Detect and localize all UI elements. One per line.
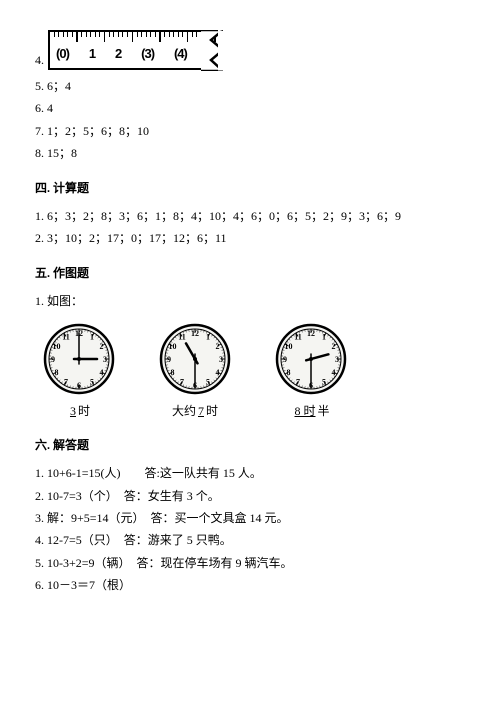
clock-label-1: 3时 [68,401,90,421]
svg-text:3: 3 [103,355,107,364]
svg-text:11: 11 [294,332,302,341]
sec6-line-1: 1. 10+6-1=15(人) 答:这一队共有 15 人。 [35,463,465,483]
clock-3: 1212345678910118 时半 [267,320,355,421]
clock-face-3: 121234567891011 [272,320,350,398]
svg-text:2: 2 [216,342,220,351]
svg-text:10: 10 [168,342,176,351]
section4-answers: 1. 6；3；2；8；3；6；1；8；4；10；4；6；0；6；5；2；9；3；… [35,206,465,249]
svg-text:11: 11 [178,332,186,341]
section3-remaining-answers: 5. 6；46. 4 7. 1；2；5；6；8；108. 15；8 [35,76,465,164]
section5-title: 五. 作图题 [35,263,465,283]
clock-face-1: 121234567891011 [40,320,118,398]
svg-text:3: 3 [335,355,339,364]
sec4-line-2: 2. 3；10；2；17；0；17；12；6；11 [35,228,465,248]
sec6-line-4: 4. 12-7=5（只） 答：游来了 5 只鸭。 [35,530,465,550]
section6-title: 六. 解答题 [35,435,465,455]
svg-text:8: 8 [54,368,58,377]
svg-text:10: 10 [284,342,292,351]
ruler-body: 012345 [48,30,220,70]
svg-text:10: 10 [52,342,60,351]
svg-text:5: 5 [206,377,210,386]
svg-text:11: 11 [62,332,70,341]
ruler-figure: 4. 012345 [35,30,465,70]
svg-text:1: 1 [90,332,94,341]
ruler-label-4: 4 [174,43,188,65]
svg-text:3: 3 [219,355,223,364]
sec3-line-1: 5. 6；4 [35,76,465,96]
svg-text:8: 8 [286,368,290,377]
svg-text:9: 9 [167,355,171,364]
svg-text:12: 12 [307,329,315,338]
sec6-line-6: 6. 10－3＝7（根） [35,575,465,595]
svg-text:9: 9 [283,355,287,364]
svg-text:7: 7 [64,377,68,386]
clock-1: 1212345678910113时 [35,320,123,421]
svg-text:7: 7 [180,377,184,386]
svg-text:2: 2 [332,342,336,351]
svg-text:8: 8 [170,368,174,377]
ruler-label-0: 0 [56,43,70,65]
svg-text:9: 9 [51,355,55,364]
sec6-line-5: 5. 10-3+2=9（辆） 答：现在停车场有 9 辆汽车。 [35,553,465,573]
section5-intro: 1. 如图： [35,291,465,311]
svg-text:4: 4 [216,368,220,377]
ruler-labels: 012345 [56,43,214,65]
sec6-line-3: 3. 解：9+5=14（元） 答：买一个文具盒 14 元。 [35,508,465,528]
svg-text:5: 5 [322,377,326,386]
clock-label-2: 大约7时 [172,401,218,421]
sec6-line-2: 2. 10-7=3（个） 答：女生有 3 个。 [35,486,465,506]
svg-text:7: 7 [296,377,300,386]
section6-answers: 1. 10+6-1=15(人) 答:这一队共有 15 人。 2. 10-7=3（个… [35,463,465,595]
svg-text:12: 12 [191,329,199,338]
clock-face-2: 121234567891011 [156,320,234,398]
svg-text:1: 1 [206,332,210,341]
sec3-line-2: 6. 4 [35,98,465,118]
svg-text:5: 5 [90,377,94,386]
clock-label-3: 8 时半 [292,401,329,421]
ruler-ticks [50,32,220,43]
ruler-label-2: 2 [115,43,122,65]
ruler-label-5: 5 [207,43,214,65]
svg-text:6: 6 [77,381,81,390]
svg-text:4: 4 [100,368,104,377]
ruler-label-3: 3 [141,43,155,65]
ruler-label-1: 1 [89,43,96,65]
clock-2: 121234567891011大约7时 [151,320,239,421]
clocks-row: 1212345678910113时121234567891011大约7时1212… [35,320,465,421]
sec4-line-1: 1. 6；3；2；8；3；6；1；8；4；10；4；6；0；6；5；2；9；3；… [35,206,465,226]
sec3-line-3: 7. 1；2；5；6；8；10 [35,121,465,141]
svg-text:4: 4 [332,368,336,377]
svg-text:1: 1 [322,332,326,341]
q4-prefix: 4. [35,50,44,70]
section4-title: 四. 计算题 [35,178,465,198]
sec3-line-4: 8. 15；8 [35,143,465,163]
svg-text:2: 2 [100,342,104,351]
